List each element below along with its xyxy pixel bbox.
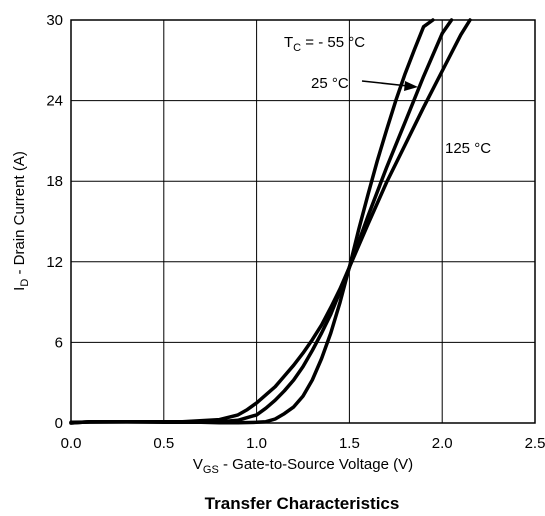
y-tick-label: 30 bbox=[46, 12, 63, 29]
chart-title: Transfer Characteristics bbox=[204, 494, 400, 513]
y-tick-label: 12 bbox=[46, 254, 63, 271]
x-tick-label: 1.0 bbox=[246, 435, 267, 452]
annotation-25c-arrowhead bbox=[404, 81, 418, 91]
x-axis-label: VGS - Gate-to-Source Voltage (V) bbox=[193, 456, 413, 476]
x-tick-label: 2.0 bbox=[432, 435, 453, 452]
grid bbox=[70, 19, 536, 424]
series-line-0 bbox=[69, 18, 435, 425]
x-tick-label: 1.5 bbox=[339, 435, 360, 452]
y-tick-label: 24 bbox=[46, 93, 63, 110]
series-line-2 bbox=[69, 18, 472, 425]
x-tick-label: 0.0 bbox=[61, 435, 82, 452]
series-line-1 bbox=[69, 18, 454, 425]
annotation-25c-arrow-line bbox=[361, 80, 409, 87]
x-tick-labels: 0.0 0.5 1.0 1.5 2.0 2.5 bbox=[61, 435, 545, 452]
y-tick-labels: 0 6 12 18 24 30 bbox=[46, 12, 63, 432]
y-tick-label: 18 bbox=[46, 173, 63, 190]
series-lines bbox=[69, 18, 472, 425]
x-tick-label: 2.5 bbox=[525, 435, 545, 452]
y-tick-label: 6 bbox=[55, 334, 63, 351]
y-axis-label: ID - Drain Current (A) bbox=[11, 151, 31, 291]
annotation-125c-label: 125 °C bbox=[445, 140, 491, 157]
y-tick-label: 0 bbox=[55, 415, 63, 432]
annotation-tc-label: TC = - 55 °C bbox=[284, 34, 365, 54]
annotation-25c-label: 25 °C bbox=[311, 75, 349, 92]
plot-frame bbox=[70, 19, 536, 424]
x-tick-label: 0.5 bbox=[153, 435, 174, 452]
